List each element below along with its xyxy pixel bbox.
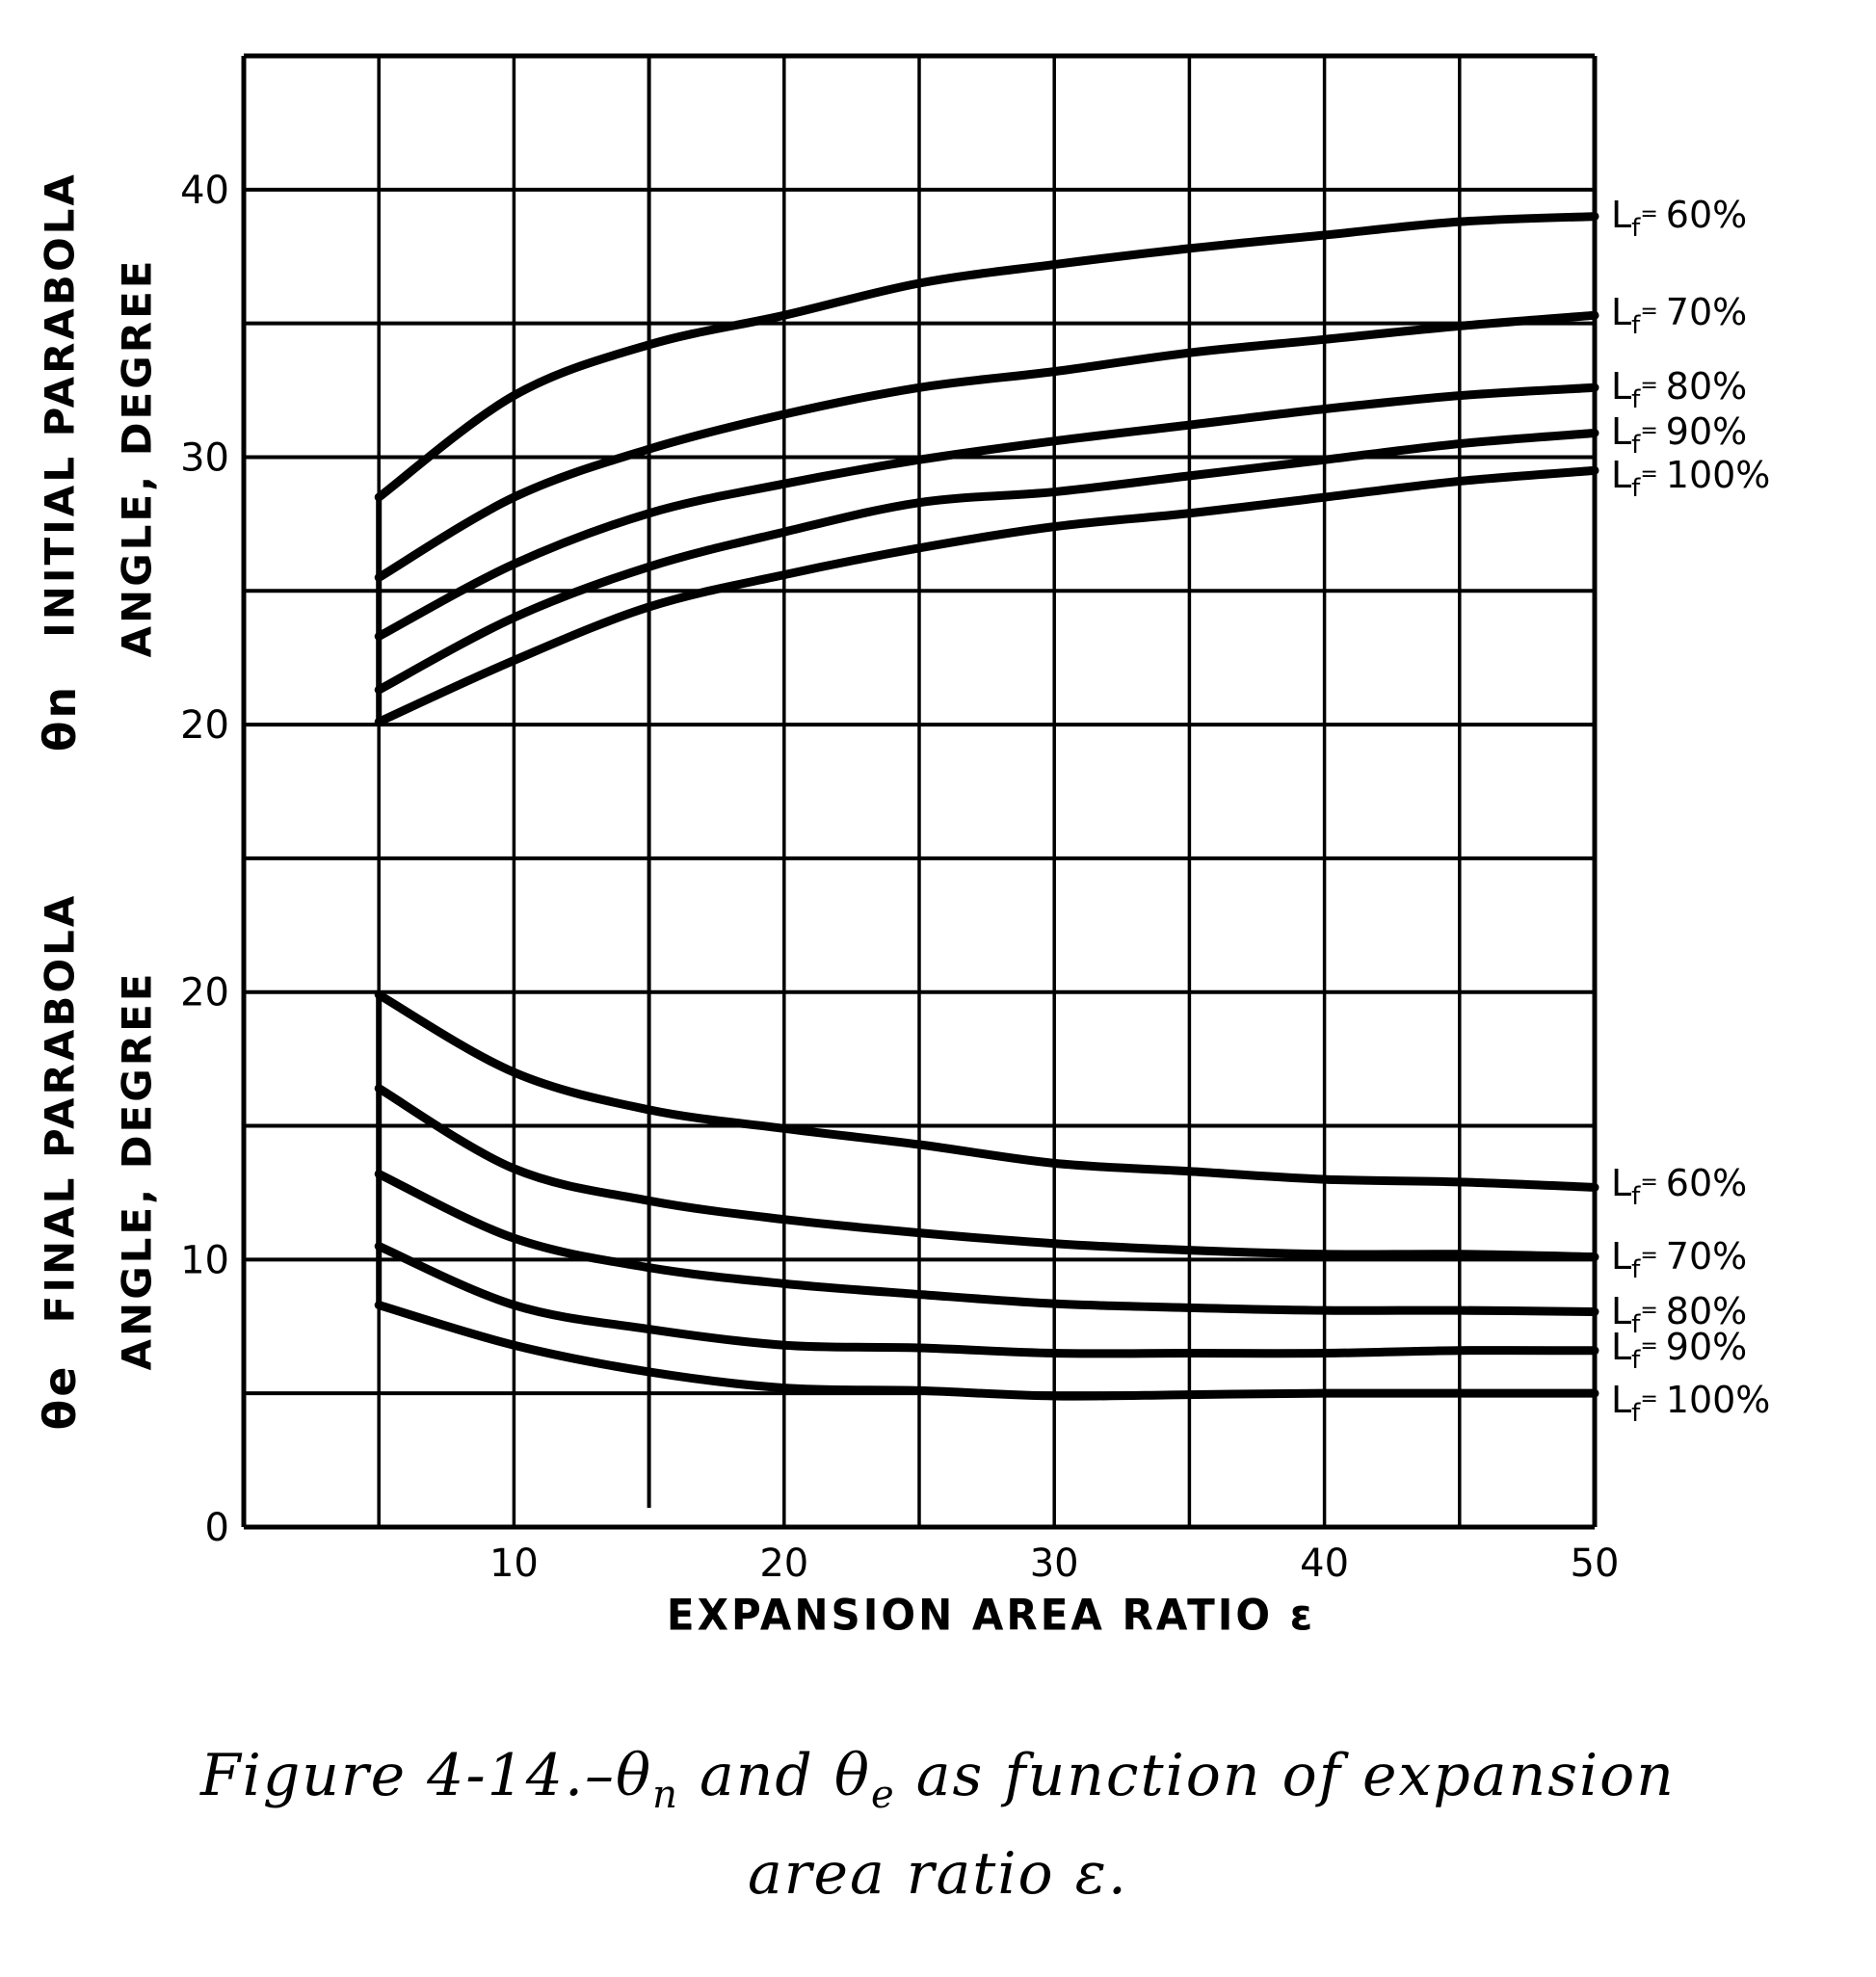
x-tick-label: 50 — [1571, 1542, 1620, 1586]
x-tick-label: 20 — [759, 1542, 808, 1586]
series-label: Lf= 80% — [1611, 365, 1747, 414]
upper-y-axis-title-line2: ANGLE, DEGREE — [113, 257, 161, 658]
series-label: Lf= 60% — [1611, 1162, 1747, 1211]
chart-grid — [241, 53, 1598, 1530]
lower-y-axis-symbol: θe — [34, 1363, 86, 1431]
data-curve — [374, 310, 1599, 582]
series-labels: Lf= 60%Lf= 70%Lf= 80%Lf= 90%Lf= 100%Lf= 60%Lf=… — [1611, 194, 1770, 1428]
figure-caption-line1: Figure 4-14.–θn and θe as function of ex… — [200, 1742, 1676, 1817]
series-label: Lf= 90% — [1611, 410, 1747, 460]
x-tick-label: 40 — [1300, 1542, 1349, 1586]
series-label: Lf= 100% — [1611, 454, 1770, 503]
series-label: Lf= 90% — [1611, 1326, 1747, 1375]
lower-y-tick-label: 0 — [205, 1506, 229, 1550]
lower-y-axis-title-line2: ANGLE, DEGREE — [113, 970, 161, 1371]
data-curve — [374, 990, 1599, 1192]
lower-y-tick-label: 10 — [180, 1238, 229, 1282]
figure-caption-line2: area ratio ε. — [747, 1840, 1129, 1908]
data-curve — [374, 382, 1599, 641]
lower-y-axis-title-line1: FINAL PARABOLA — [36, 892, 84, 1324]
data-curve — [374, 212, 1599, 502]
upper-y-axis-title-line1: INITIAL PARABOLA — [36, 171, 84, 638]
x-tick-label: 30 — [1030, 1542, 1079, 1586]
series-label: Lf= 70% — [1611, 291, 1747, 340]
upper-y-tick-label: 30 — [180, 435, 229, 480]
series-label: Lf= 70% — [1611, 1235, 1747, 1284]
data-curve — [374, 1241, 1599, 1358]
chart-curves — [374, 212, 1599, 1401]
data-curve — [374, 1170, 1599, 1316]
upper-y-axis-symbol: θn — [34, 683, 86, 752]
data-curve — [374, 428, 1599, 695]
upper-y-tick-label: 20 — [180, 703, 229, 748]
data-curve — [374, 465, 1599, 726]
series-label: Lf= 80% — [1611, 1290, 1747, 1339]
x-axis-title: EXPANSION AREA RATIO ε — [666, 1590, 1316, 1641]
lower-y-tick-label: 20 — [180, 971, 229, 1015]
tick-labels: 10 20 30 40 50 40 30 20 20 10 0 — [180, 169, 1619, 1586]
x-tick-label: 10 — [489, 1542, 539, 1586]
data-curve — [374, 1301, 1599, 1401]
series-label: Lf= 100% — [1611, 1379, 1770, 1428]
data-curve — [374, 1084, 1599, 1262]
series-label: Lf= 60% — [1611, 194, 1747, 243]
upper-y-tick-label: 40 — [180, 169, 229, 213]
